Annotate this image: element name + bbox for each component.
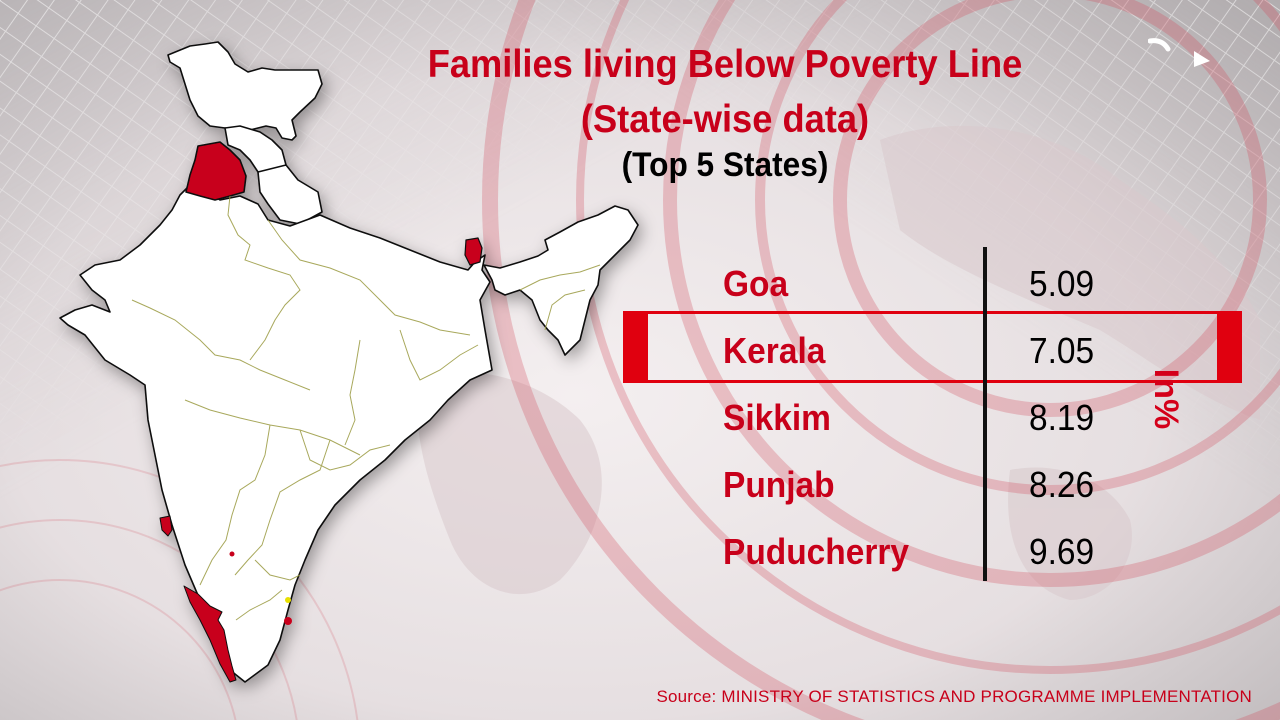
highlight-bar-left: [623, 311, 648, 383]
column-divider: [983, 247, 987, 581]
unit-label: In%: [1147, 368, 1185, 430]
table-row-value: 8.26: [1029, 464, 1095, 505]
state-puducherry: [284, 617, 292, 625]
table-row-label: Goa: [723, 263, 789, 304]
table-row-value: 9.69: [1029, 531, 1095, 572]
table-row-value: 5.09: [1029, 263, 1095, 304]
chart-subtitle-top5: (Top 5 States): [621, 146, 829, 184]
table-row-value: 7.05: [1029, 330, 1095, 371]
chart-subtitle: (State-wise data): [580, 98, 870, 141]
table-row-label: Punjab: [723, 464, 835, 505]
state-sikkim: [464, 237, 483, 266]
table-row-value: 8.19: [1029, 397, 1095, 438]
play-indicator-icon: [1148, 38, 1210, 67]
state-jammu-kashmir: [167, 41, 323, 141]
table-row-label: Puducherry: [723, 531, 910, 572]
state-kerala: [183, 585, 237, 683]
state-goa: [159, 515, 173, 537]
state-northeast: [483, 205, 639, 356]
source-caption: Source: MINISTRY OF STATISTICS AND PROGR…: [656, 687, 1252, 706]
table-row-label: Sikkim: [723, 397, 831, 438]
highlight-bar-right: [1217, 311, 1242, 383]
state-mainland: [59, 184, 493, 683]
chart-title: Families living Below Poverty Line: [427, 43, 1023, 86]
table-row-label: Kerala: [723, 330, 826, 371]
